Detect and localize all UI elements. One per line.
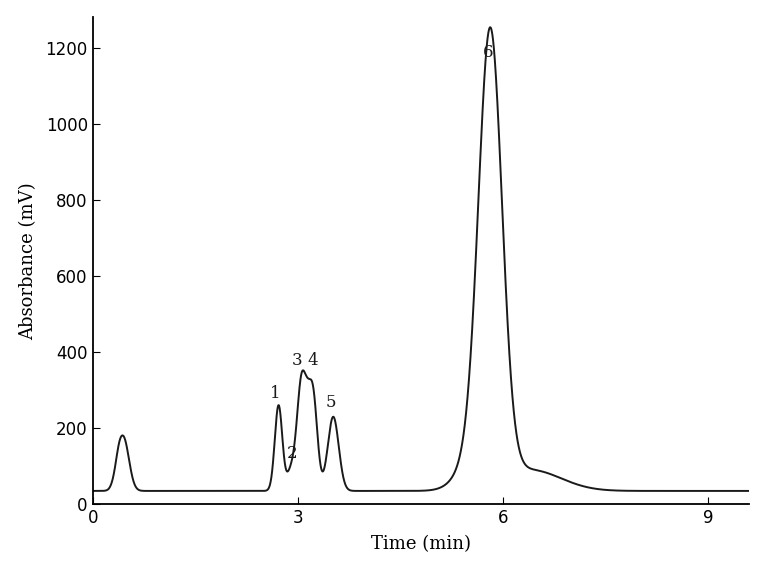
Y-axis label: Absorbance (mV): Absorbance (mV) — [19, 182, 37, 340]
Text: 1: 1 — [270, 385, 280, 402]
Text: 3: 3 — [292, 352, 303, 369]
X-axis label: Time (min): Time (min) — [371, 535, 471, 554]
Text: 6: 6 — [482, 44, 493, 61]
Text: 4: 4 — [307, 352, 318, 369]
Text: 5: 5 — [326, 394, 337, 411]
Text: 2: 2 — [287, 445, 297, 462]
